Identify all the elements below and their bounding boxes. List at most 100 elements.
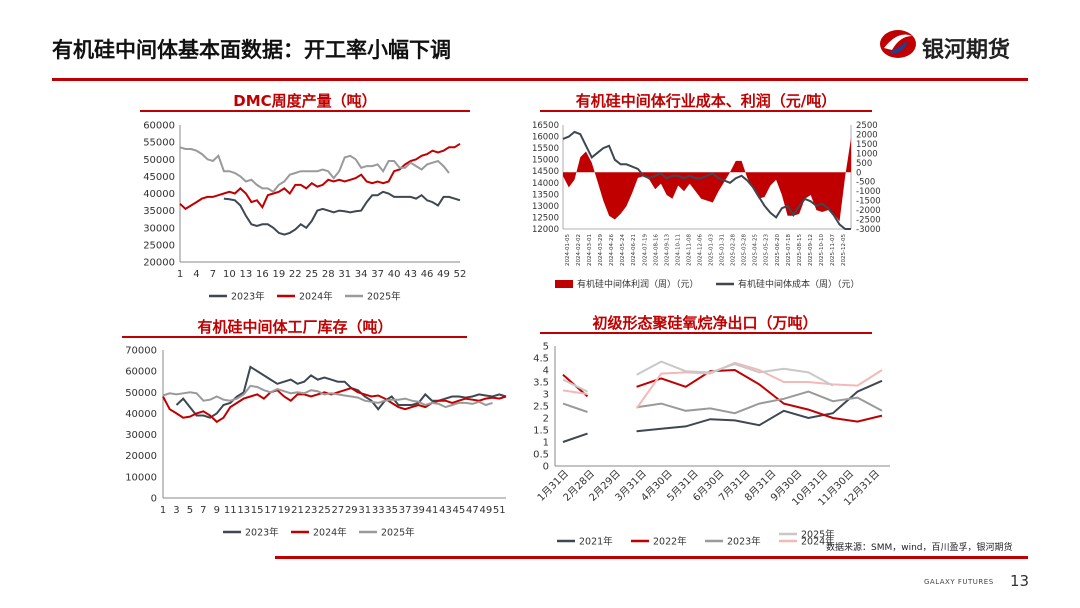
- exports-y-tick-4: 2: [543, 414, 549, 425]
- cost-left-tick-2: 13000: [532, 202, 559, 212]
- cost-x-tick-15: 2025-02-28: [731, 234, 737, 266]
- dmc-x-tick-9: 28: [322, 269, 335, 280]
- inventory-y-tick-4: 40000: [125, 409, 157, 420]
- cost-legend-label-0: 有机硅中间体利润（周）（元）: [577, 278, 699, 290]
- dmc-x-tick-8: 25: [305, 269, 318, 280]
- inventory-x-tick-9: 19: [278, 505, 291, 516]
- brand-logo: 银河期货: [878, 26, 1048, 66]
- exports-series-2025年: [562, 360, 834, 393]
- cost-right-tick-5: -500: [856, 178, 875, 188]
- dmc-x-tick-12: 37: [371, 269, 384, 280]
- exports-y-tick-9: 4.5: [533, 354, 549, 365]
- inventory-chart-title: 有机硅中间体工厂库存（吨）: [197, 318, 393, 336]
- exports-legend-label-2: 2023年: [727, 536, 761, 548]
- exports-y-tick-1: 0.5: [533, 450, 549, 461]
- inventory-x-tick-1: 3: [173, 505, 179, 516]
- inventory-x-tick-17: 35: [385, 505, 398, 516]
- exports-series-2022年: [562, 368, 883, 423]
- dmc-x-tick-0: 1: [177, 269, 183, 280]
- inventory-x-tick-6: 13: [237, 505, 250, 516]
- exports-title-rule: [540, 332, 872, 334]
- cost-legend-label-1: 有机硅中间体成本（周）（元）: [738, 278, 860, 290]
- dmc-x-tick-3: 10: [223, 269, 236, 280]
- dmc-legend-label-0: 2023年: [231, 291, 265, 303]
- inventory-y-tick-5: 50000: [125, 388, 157, 399]
- dmc-x-tick-14: 43: [404, 269, 417, 280]
- inventory-x-tick-25: 51: [493, 505, 506, 516]
- cost-x-tick-11: 2024-11-08: [686, 233, 692, 265]
- exports-legend-label-0: 2021年: [579, 536, 613, 548]
- exports-y-tick-3: 1.5: [533, 426, 549, 437]
- dmc-x-tick-6: 19: [272, 269, 285, 280]
- dmc-series-2025年: [179, 146, 450, 194]
- cost-profit-chart-title: 有机硅中间体行业成本、利润（元/吨）: [575, 92, 837, 110]
- dmc-chart-title: DMC周度产量（吨）: [233, 92, 377, 110]
- inventory-x-tick-5: 11: [224, 505, 237, 516]
- cost-right-tick-6: 0: [856, 168, 861, 178]
- inventory-x-tick-22: 45: [453, 505, 466, 516]
- cost-right-tick-7: 500: [856, 159, 872, 169]
- cost-line: [562, 130, 851, 230]
- cost-legend-swatch-0: [555, 280, 573, 288]
- dmc-x-tick-17: 52: [454, 269, 467, 280]
- cost-left-tick-4: 14000: [532, 179, 559, 189]
- cost-x-tick-6: 2024-06-21: [631, 234, 637, 266]
- cost-x-tick-25: 2025-12-05: [841, 234, 847, 266]
- cost-left-tick-9: 16500: [532, 121, 559, 131]
- dmc-x-tick-7: 22: [289, 269, 302, 280]
- dmc-y-tick-0: 20000: [143, 258, 175, 269]
- inventory-x-tick-18: 37: [399, 505, 412, 516]
- cost-x-tick-3: 2024-03-29: [598, 233, 604, 265]
- dmc-y-tick-1: 25000: [143, 240, 175, 251]
- dmc-legend-label-1: 2024年: [299, 291, 333, 303]
- cost-x-tick-20: 2025-07-18: [786, 234, 792, 266]
- cost-right-tick-2: -2000: [856, 206, 881, 216]
- cost-left-tick-3: 13500: [532, 190, 559, 200]
- inventory-y-tick-1: 10000: [125, 472, 157, 483]
- exports-legend-label-3: 2024年: [801, 536, 835, 548]
- cost-x-tick-13: 2025-01-03: [709, 233, 715, 265]
- inventory-x-tick-3: 7: [200, 505, 206, 516]
- footer-rule: [275, 556, 1028, 559]
- cost-x-tick-10: 2024-10-11: [675, 234, 681, 266]
- inventory-x-tick-2: 5: [187, 505, 193, 516]
- exports-chart-title: 初级形态聚硅氧烷净出口（万吨）: [592, 314, 818, 332]
- dmc-x-tick-11: 34: [355, 269, 368, 280]
- cost-left-tick-8: 16000: [532, 133, 559, 143]
- cost-x-tick-9: 2024-09-13: [664, 234, 670, 266]
- inventory-x-tick-20: 41: [426, 505, 439, 516]
- galaxy-logo-icon: [880, 30, 916, 58]
- cost-right-tick-4: -1000: [856, 187, 881, 197]
- inventory-x-tick-4: 9: [214, 505, 220, 516]
- page-number: 13: [1010, 572, 1030, 590]
- dmc-x-tick-13: 40: [388, 269, 401, 280]
- cost-profit-chart: 1200012500130001350014000145001500015500…: [532, 121, 881, 290]
- cost-x-tick-0: 2024-01-05: [565, 234, 571, 266]
- dmc-series-2023年: [223, 190, 461, 236]
- cost-x-tick-24: 2025-11-07: [830, 234, 836, 266]
- cost-profit-area: [563, 138, 851, 222]
- dmc-x-tick-5: 16: [256, 269, 269, 280]
- dmc-x-tick-10: 31: [338, 269, 351, 280]
- inventory-y-tick-3: 30000: [125, 430, 157, 441]
- cost-right-tick-3: -1500: [856, 197, 881, 207]
- dmc-x-tick-4: 13: [240, 269, 253, 280]
- exports-y-tick-6: 3: [543, 390, 549, 401]
- inventory-x-tick-16: 33: [372, 505, 385, 516]
- inventory-x-tick-21: 43: [439, 505, 452, 516]
- cost-profit-title-rule: [540, 110, 872, 112]
- inventory-legend-label-1: 2024年: [313, 527, 347, 539]
- inventory-title-rule: [122, 336, 467, 338]
- cost-right-tick-1: -2500: [856, 216, 881, 226]
- dmc-x-tick-15: 46: [421, 269, 434, 280]
- cost-x-tick-7: 2024-07-19: [642, 234, 648, 266]
- cost-right-tick-0: -3000: [856, 225, 881, 235]
- dmc-chart: 20000 25000 30000 35000 40000 45000 50000 55000…: [143, 121, 467, 303]
- exports-chart: 00.511.522.533.544.551月31日2月28日2月29日3月31…: [533, 342, 890, 548]
- exports-legend-label-4: 2025年: [801, 529, 835, 541]
- dmc-x-tick-2: 7: [210, 269, 216, 280]
- brand-name: 银河期货: [922, 38, 1011, 63]
- inventory-x-tick-8: 17: [264, 505, 277, 516]
- dmc-y-tick-2: 30000: [143, 223, 175, 234]
